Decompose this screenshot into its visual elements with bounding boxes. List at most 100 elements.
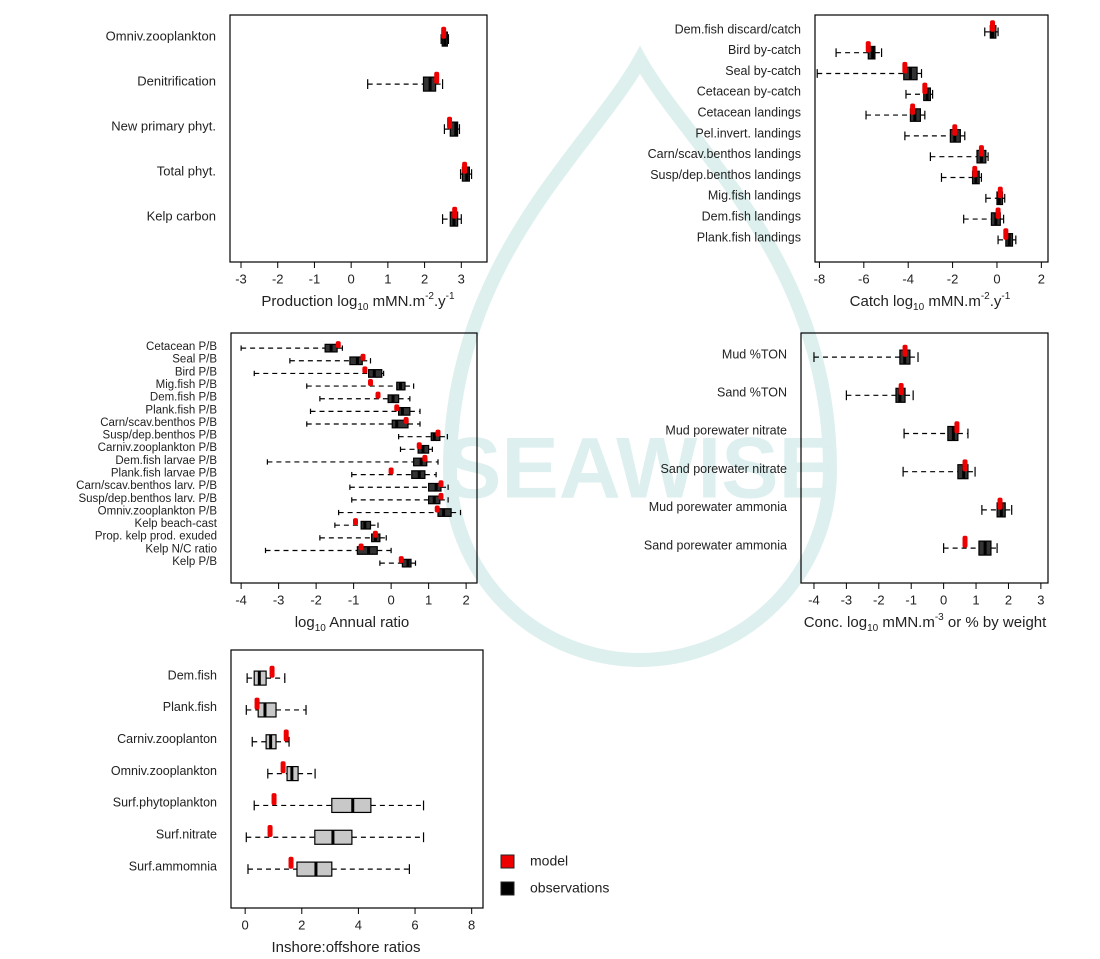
- observation-box: [391, 419, 409, 429]
- category-label: Kelp carbon: [147, 208, 216, 223]
- category-label: Carniv.zooplankton P/B: [98, 442, 218, 454]
- x-axis-label-part: 10: [357, 302, 369, 313]
- category-label: Pel.invert. landings: [695, 126, 801, 140]
- model-point: [441, 26, 447, 39]
- category-label: Cetacean P/B: [146, 341, 217, 353]
- category-label: Seal P/B: [172, 354, 217, 366]
- x-axis-label-part: mMN.m: [368, 293, 425, 310]
- model-point: [438, 480, 444, 488]
- x-tick-label: 6: [411, 917, 418, 932]
- x-tick-label: -1: [348, 592, 360, 607]
- category-label: Plank.fish P/B: [145, 404, 217, 416]
- legend-label: observations: [530, 880, 609, 896]
- x-axis-label-part: Production log: [261, 293, 357, 310]
- category-label: Kelp N/C ratio: [145, 543, 217, 555]
- x-axis-label-part: 10: [867, 623, 879, 634]
- x-tick-label: -4: [235, 592, 247, 607]
- model-point: [388, 467, 394, 475]
- x-tick-label: 4: [355, 917, 362, 932]
- category-label: Surf.nitrate: [156, 827, 217, 841]
- x-axis-label-part: Annual ratio: [326, 614, 409, 631]
- model-point: [362, 366, 368, 374]
- x-axis-label-part: -1: [446, 291, 455, 302]
- category-label: Plank.fish: [163, 700, 217, 714]
- plot-frame: [814, 14, 1049, 263]
- category-label: Kelp beach-cast: [135, 518, 218, 530]
- model-point: [360, 353, 366, 361]
- category-label: Prop. kelp prod. exuded: [95, 531, 217, 543]
- panel: -4 -3 -2 -1 0 1 2 log10 Annual ratio Cetacean P/…: [76, 332, 478, 634]
- category-label: Surf.ammomnia: [129, 859, 217, 873]
- category-label: Dem.fish larvae P/B: [115, 455, 217, 467]
- category-label: Omniv.zooplankton: [111, 764, 217, 778]
- x-axis-label: Catch log10 mMN.m-2.y-1: [850, 291, 1011, 313]
- model-point: [902, 344, 908, 357]
- model-point: [368, 379, 373, 386]
- model-point: [1003, 228, 1009, 240]
- category-label: Kelp P/B: [172, 556, 217, 568]
- legend-swatch: [500, 854, 515, 869]
- model-point: [995, 207, 1001, 219]
- x-tick-label: -2: [873, 592, 885, 607]
- x-axis-label: Production log10 mMN.m-2.y-1: [261, 291, 455, 313]
- category-label: Mud %TON: [722, 347, 787, 361]
- category-label: Dem.fish P/B: [150, 392, 217, 404]
- model-point: [952, 124, 958, 136]
- category-label: Omniv.zooplankton: [106, 28, 216, 43]
- x-axis-label-part: -1: [1001, 291, 1010, 302]
- x-tick-label: -1: [309, 271, 321, 286]
- x-axis-label: log10 Annual ratio: [295, 614, 410, 634]
- x-axis-label: Conc. log10 mMN.m-3 or % by weight: [804, 612, 1047, 634]
- model-point: [254, 697, 260, 710]
- watermark-drop: [442, 45, 838, 667]
- model-point: [902, 61, 908, 74]
- x-axis-label-part: -3: [935, 612, 944, 623]
- model-point: [865, 41, 871, 53]
- x-tick-label: -2: [947, 271, 959, 286]
- watermark: SEAWISE: [442, 45, 838, 667]
- model-point: [435, 429, 441, 437]
- x-tick-label: 2: [298, 917, 305, 932]
- x-axis-label-part: mMN.m: [924, 293, 981, 310]
- x-axis-label-part: .y: [990, 293, 1002, 310]
- category-label: Carn/scav.benthos P/B: [100, 417, 217, 429]
- x-tick-label: 2: [1038, 271, 1045, 286]
- watermark-text: SEAWISE: [444, 421, 836, 517]
- x-axis-label-part: Conc. log: [804, 614, 867, 631]
- model-point: [269, 665, 275, 678]
- model-point: [283, 729, 289, 742]
- observation-box: [296, 861, 333, 877]
- model-point: [434, 505, 440, 513]
- model-point: [353, 518, 358, 526]
- category-label: Dem.fish discard/catch: [675, 22, 801, 36]
- model-point: [978, 145, 984, 157]
- x-tick-label: -8: [814, 271, 826, 286]
- x-tick-label: 1: [384, 271, 391, 286]
- model-point: [403, 416, 409, 424]
- x-tick-label: -4: [902, 271, 914, 286]
- category-label: Susp/dep.benthos P/B: [103, 430, 218, 442]
- model-point: [997, 497, 1003, 510]
- category-label: Mig.fish landings: [708, 189, 801, 203]
- category-label: Carniv.zooplanton: [117, 732, 217, 746]
- x-tick-label: 1: [972, 592, 979, 607]
- category-label: Mud porewater ammonia: [649, 500, 787, 514]
- category-label: Carn/scav.benthos larv. P/B: [76, 480, 217, 492]
- category-label: Mud porewater nitrate: [665, 424, 787, 438]
- x-tick-label: 2: [463, 592, 470, 607]
- model-point: [394, 404, 400, 412]
- model-point: [398, 556, 404, 564]
- x-tick-label: 0: [388, 592, 395, 607]
- x-axis-label-part: -2: [981, 291, 990, 302]
- category-label: Total phyt.: [157, 163, 216, 178]
- model-point: [997, 186, 1003, 199]
- x-tick-label: 3: [458, 271, 465, 286]
- category-label: Denitrification: [137, 73, 216, 88]
- x-tick-label: 2: [421, 271, 428, 286]
- x-tick-label: -3: [273, 592, 285, 607]
- x-axis-label-part: mMN.m: [878, 614, 935, 631]
- model-point: [990, 20, 996, 32]
